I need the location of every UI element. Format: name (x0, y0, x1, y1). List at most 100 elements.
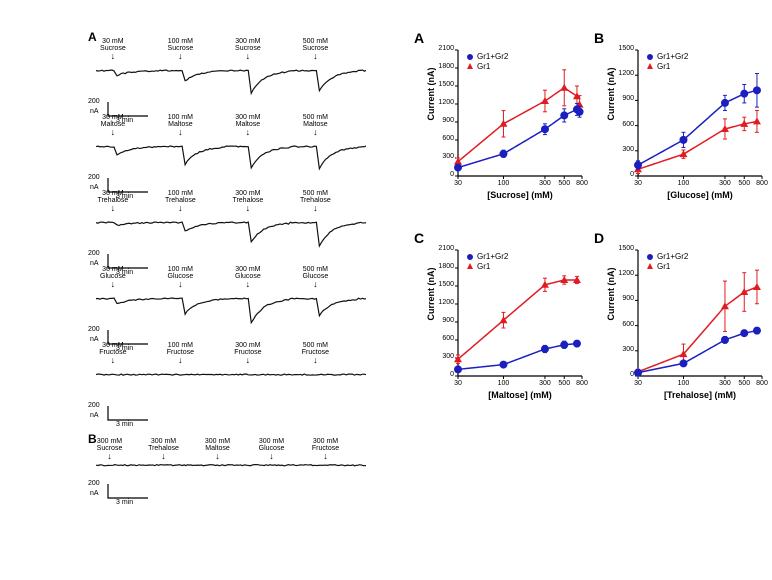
stim-conc: 500 mM (293, 190, 337, 197)
stimulus-arrow: 300 mMMaltose↓ (226, 114, 270, 137)
stimulus-arrow: 100 mMFructose↓ (158, 342, 202, 365)
legend-label: Gr1+Gr2 (657, 52, 688, 62)
x-tick-label: 800 (572, 180, 592, 187)
stimulus-arrow: 500 mMTrehalose↓ (293, 190, 337, 213)
scale-y-unit: nA (90, 490, 99, 497)
y-tick-label: 900 (614, 95, 634, 102)
stim-conc: 300 mM (226, 190, 270, 197)
y-tick-label: 600 (434, 335, 454, 342)
stim-conc: 100 mM (158, 114, 202, 121)
trace-row (96, 58, 366, 100)
y-tick-label: 600 (614, 321, 634, 328)
y-tick-label: 900 (434, 117, 454, 124)
legend-label: Gr1 (477, 262, 490, 272)
x-tick-label: 30 (628, 380, 648, 387)
x-axis-label: [Maltose] (mM) (458, 390, 582, 400)
stim-conc: 300 mM (304, 438, 348, 445)
stim-conc: 300 mM (226, 38, 270, 45)
y-tick-label: 1200 (434, 99, 454, 106)
y-tick-label: 300 (614, 346, 634, 353)
x-tick-label: 300 (535, 380, 555, 387)
x-axis-label: [Glucose] (mM) (638, 190, 762, 200)
legend-label: Gr1 (477, 62, 490, 72)
arrow-down-icon: ↓ (158, 356, 202, 365)
stim-conc: 30 mM (91, 114, 135, 121)
y-tick-label: 1500 (434, 281, 454, 288)
y-tick-label: 1800 (434, 63, 454, 70)
legend-marker-icon (466, 53, 474, 61)
legend-item: Gr1 (646, 262, 688, 272)
legend: Gr1+Gr2Gr1 (466, 252, 508, 271)
stimulus-arrow: 100 mMMaltose↓ (158, 114, 202, 137)
y-tick-label: 1200 (614, 270, 634, 277)
arrow-down-icon: ↓ (226, 204, 270, 213)
x-tick-label: 30 (448, 180, 468, 187)
arrow-down-icon: ↓ (226, 52, 270, 61)
stimulus-arrow: 300 mMTrehalose↓ (142, 438, 186, 461)
legend-label: Gr1 (657, 262, 670, 272)
y-tick-label: 2100 (434, 245, 454, 252)
legend-item: Gr1+Gr2 (646, 252, 688, 262)
legend-label: Gr1+Gr2 (477, 252, 508, 262)
x-tick-label: 800 (752, 380, 772, 387)
arrow-down-icon: ↓ (196, 452, 240, 461)
stim-conc: 300 mM (250, 438, 294, 445)
stim-conc: 100 mM (158, 190, 202, 197)
x-tick-label: 800 (572, 380, 592, 387)
stimulus-arrow: 300 mMSucrose↓ (226, 38, 270, 61)
trace-row (96, 458, 366, 482)
arrow-down-icon: ↓ (226, 280, 270, 289)
stim-conc: 100 mM (158, 266, 202, 273)
x-tick-label: 30 (448, 380, 468, 387)
scale-y-val: 200 (88, 326, 100, 333)
scale-y-val: 200 (88, 250, 100, 257)
legend-item: Gr1 (466, 62, 508, 72)
stimulus-arrow: 300 mMSucrose↓ (88, 438, 132, 461)
arrow-down-icon: ↓ (293, 356, 337, 365)
legend-label: Gr1 (657, 62, 670, 72)
stimulus-arrow: 30 mMGlucose↓ (91, 266, 135, 289)
scale-y-val: 200 (88, 174, 100, 181)
stimulus-arrow: 300 mMGlucose↓ (250, 438, 294, 461)
stimulus-arrow: 30 mMFructose↓ (91, 342, 135, 365)
legend: Gr1+Gr2Gr1 (646, 252, 688, 271)
stim-conc: 100 mM (158, 38, 202, 45)
x-tick-label: 100 (493, 180, 513, 187)
stim-conc: 300 mM (226, 266, 270, 273)
arrow-down-icon: ↓ (304, 452, 348, 461)
stim-conc: 30 mM (91, 38, 135, 45)
y-tick-label: 0 (614, 371, 634, 378)
stim-conc: 300 mM (226, 114, 270, 121)
stimulus-arrow: 30 mMSucrose↓ (91, 38, 135, 61)
legend-marker-icon (646, 262, 654, 270)
y-tick-label: 900 (614, 295, 634, 302)
stimulus-arrow: 500 mMSucrose↓ (293, 38, 337, 61)
stimulus-arrow: 100 mMGlucose↓ (158, 266, 202, 289)
y-tick-label: 300 (434, 353, 454, 360)
arrow-down-icon: ↓ (91, 52, 135, 61)
arrow-down-icon: ↓ (91, 356, 135, 365)
stimulus-arrow: 300 mMTrehalose↓ (226, 190, 270, 213)
legend-label: Gr1+Gr2 (477, 52, 508, 62)
legend-marker-icon (646, 53, 654, 61)
trace-row (96, 210, 366, 252)
stimulus-arrow: 500 mMGlucose↓ (293, 266, 337, 289)
stimulus-arrow: 300 mMMaltose↓ (196, 438, 240, 461)
y-axis-label: Current (nA) (426, 231, 436, 357)
arrow-down-icon: ↓ (293, 52, 337, 61)
arrow-down-icon: ↓ (293, 204, 337, 213)
stim-conc: 500 mM (293, 38, 337, 45)
arrow-down-icon: ↓ (158, 128, 202, 137)
y-tick-label: 1200 (434, 299, 454, 306)
stim-conc: 300 mM (142, 438, 186, 445)
stim-conc: 100 mM (158, 342, 202, 349)
arrow-down-icon: ↓ (226, 356, 270, 365)
y-tick-label: 1500 (434, 81, 454, 88)
stimulus-arrow: 100 mMTrehalose↓ (158, 190, 202, 213)
stim-conc: 30 mM (91, 266, 135, 273)
scale-y-unit: nA (90, 412, 99, 419)
y-tick-label: 0 (434, 371, 454, 378)
y-tick-label: 300 (434, 153, 454, 160)
y-axis-label: Current (nA) (426, 31, 436, 157)
arrow-down-icon: ↓ (293, 280, 337, 289)
